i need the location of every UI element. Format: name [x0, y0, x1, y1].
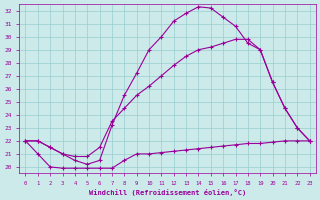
X-axis label: Windchill (Refroidissement éolien,°C): Windchill (Refroidissement éolien,°C)	[89, 189, 246, 196]
